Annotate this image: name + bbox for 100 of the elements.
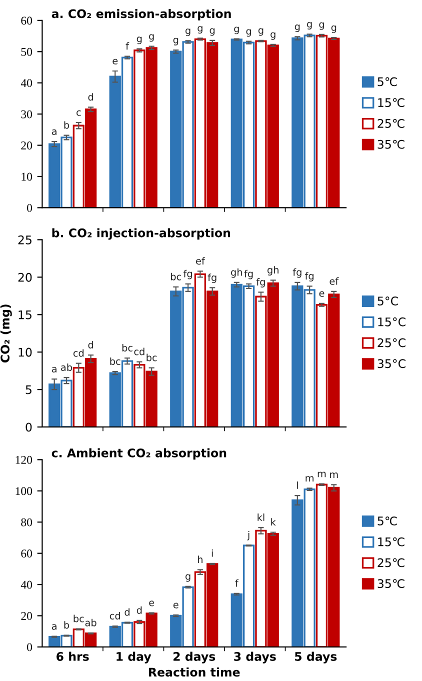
data-label: d: [88, 340, 94, 349]
y-tick-label: 100: [16, 487, 32, 496]
legend-label: 5℃: [378, 516, 397, 526]
y-tick-label: 10: [18, 348, 32, 357]
x-tick-label: 5 days: [295, 652, 337, 664]
data-label: kl: [258, 513, 264, 521]
legend-label: 5℃: [378, 77, 397, 86]
data-label: g: [173, 38, 178, 46]
legend-label: 25℃: [378, 119, 404, 128]
x-tick-label: 2 days: [174, 652, 216, 664]
data-label: g: [149, 34, 154, 42]
data-label: cd: [73, 349, 84, 357]
data-label: m: [318, 472, 326, 478]
data-label: ef: [196, 257, 206, 265]
legend-label: 15℃: [378, 98, 404, 108]
data-label: bc: [74, 614, 84, 622]
y-tick-label: 20: [18, 272, 32, 282]
y-tick-label: 0: [27, 643, 32, 652]
legend-label: 35°C: [378, 359, 406, 368]
data-label: g: [331, 25, 336, 33]
data-label: d: [136, 606, 142, 614]
data-label: i: [212, 549, 213, 557]
data-label: gh: [267, 266, 278, 276]
legend-label: 15℃: [378, 537, 404, 546]
data-label: fg: [183, 270, 192, 280]
y-tick-label: 80: [21, 518, 32, 526]
data-label: h: [198, 556, 202, 563]
data-label: g: [198, 26, 202, 34]
data-label: ab: [61, 363, 72, 371]
y-axis-title: CO₂ (mg): [0, 304, 12, 363]
data-label: b: [64, 621, 70, 629]
y-tick-label: 0: [27, 204, 32, 212]
data-label: g: [258, 28, 264, 36]
data-label: g: [294, 24, 300, 32]
data-label: e: [319, 291, 324, 297]
y-tick-label: 40: [20, 580, 32, 589]
data-label: gh: [231, 268, 242, 278]
data-label: d: [88, 93, 94, 101]
y-tick-label: 50: [21, 48, 32, 56]
x-tick-label: 1 day: [116, 652, 152, 664]
y-tick-label: 0: [26, 422, 32, 432]
data-label: d: [124, 608, 130, 616]
y-tick-label: 60: [21, 550, 32, 558]
data-label: a: [52, 129, 56, 135]
legend-label: 25°C: [378, 338, 406, 348]
y-tick-label: 60: [21, 16, 32, 25]
data-label: fg: [256, 278, 265, 288]
y-tick-label: 30: [21, 110, 32, 118]
data-label: c: [76, 110, 81, 116]
chart-title: a. CO₂ emission-absorption: [52, 9, 231, 20]
data-label: e: [149, 600, 154, 606]
data-label: fg: [292, 268, 302, 278]
data-label: m: [306, 476, 314, 482]
data-label: bc: [122, 344, 132, 352]
data-label: fg: [244, 270, 253, 280]
data-label: j: [247, 530, 250, 540]
x-axis-title: Reaction time: [149, 667, 240, 677]
data-label: l: [296, 481, 298, 489]
data-label: cd: [134, 348, 144, 356]
data-label: g: [270, 32, 276, 40]
data-label: ef: [330, 277, 339, 285]
data-label: a: [52, 366, 56, 372]
data-label: fg: [305, 272, 314, 282]
y-tick-label: 10: [22, 172, 32, 181]
y-tick-label: 40: [20, 79, 32, 88]
chart-title: b. CO₂ injection-absorption: [52, 228, 230, 240]
data-label: k: [271, 518, 276, 526]
legend-label: 5°C: [378, 296, 398, 306]
legend-label: 35℃: [378, 579, 404, 588]
data-label: g: [185, 28, 190, 36]
data-label: g: [185, 574, 190, 582]
data-label: g: [210, 28, 215, 36]
data-label: f: [126, 42, 130, 50]
y-tick-label: 120: [16, 456, 32, 464]
data-label: g: [246, 29, 252, 37]
y-tick-label: 25: [18, 235, 32, 244]
x-tick-label: 6 hrs: [56, 652, 89, 661]
data-label: ab: [85, 618, 96, 626]
y-tick-label: 15: [18, 310, 32, 320]
data-label: b: [64, 121, 70, 129]
y-tick-label: 20: [21, 612, 32, 620]
data-label: e: [173, 602, 178, 608]
data-label: g: [234, 26, 239, 34]
y-tick-label: 20: [21, 142, 32, 150]
y-tick-label: 5: [26, 385, 32, 394]
legend-label: 15°C: [378, 317, 406, 326]
legend-label: 35℃: [378, 140, 404, 149]
data-label: a: [52, 624, 56, 630]
data-label: f: [235, 579, 239, 587]
data-label: g: [307, 22, 312, 30]
data-label: g: [136, 36, 142, 44]
data-label: g: [319, 22, 324, 30]
legend-label: 25℃: [378, 558, 404, 568]
data-label: fg: [208, 274, 216, 283]
data-label: bc: [171, 272, 182, 280]
chart-title: c. Ambient CO₂ absorption: [52, 448, 226, 460]
data-label: m: [330, 472, 338, 478]
data-label: cd: [110, 612, 120, 620]
data-label: bc: [146, 354, 157, 362]
data-label: e: [112, 58, 118, 64]
